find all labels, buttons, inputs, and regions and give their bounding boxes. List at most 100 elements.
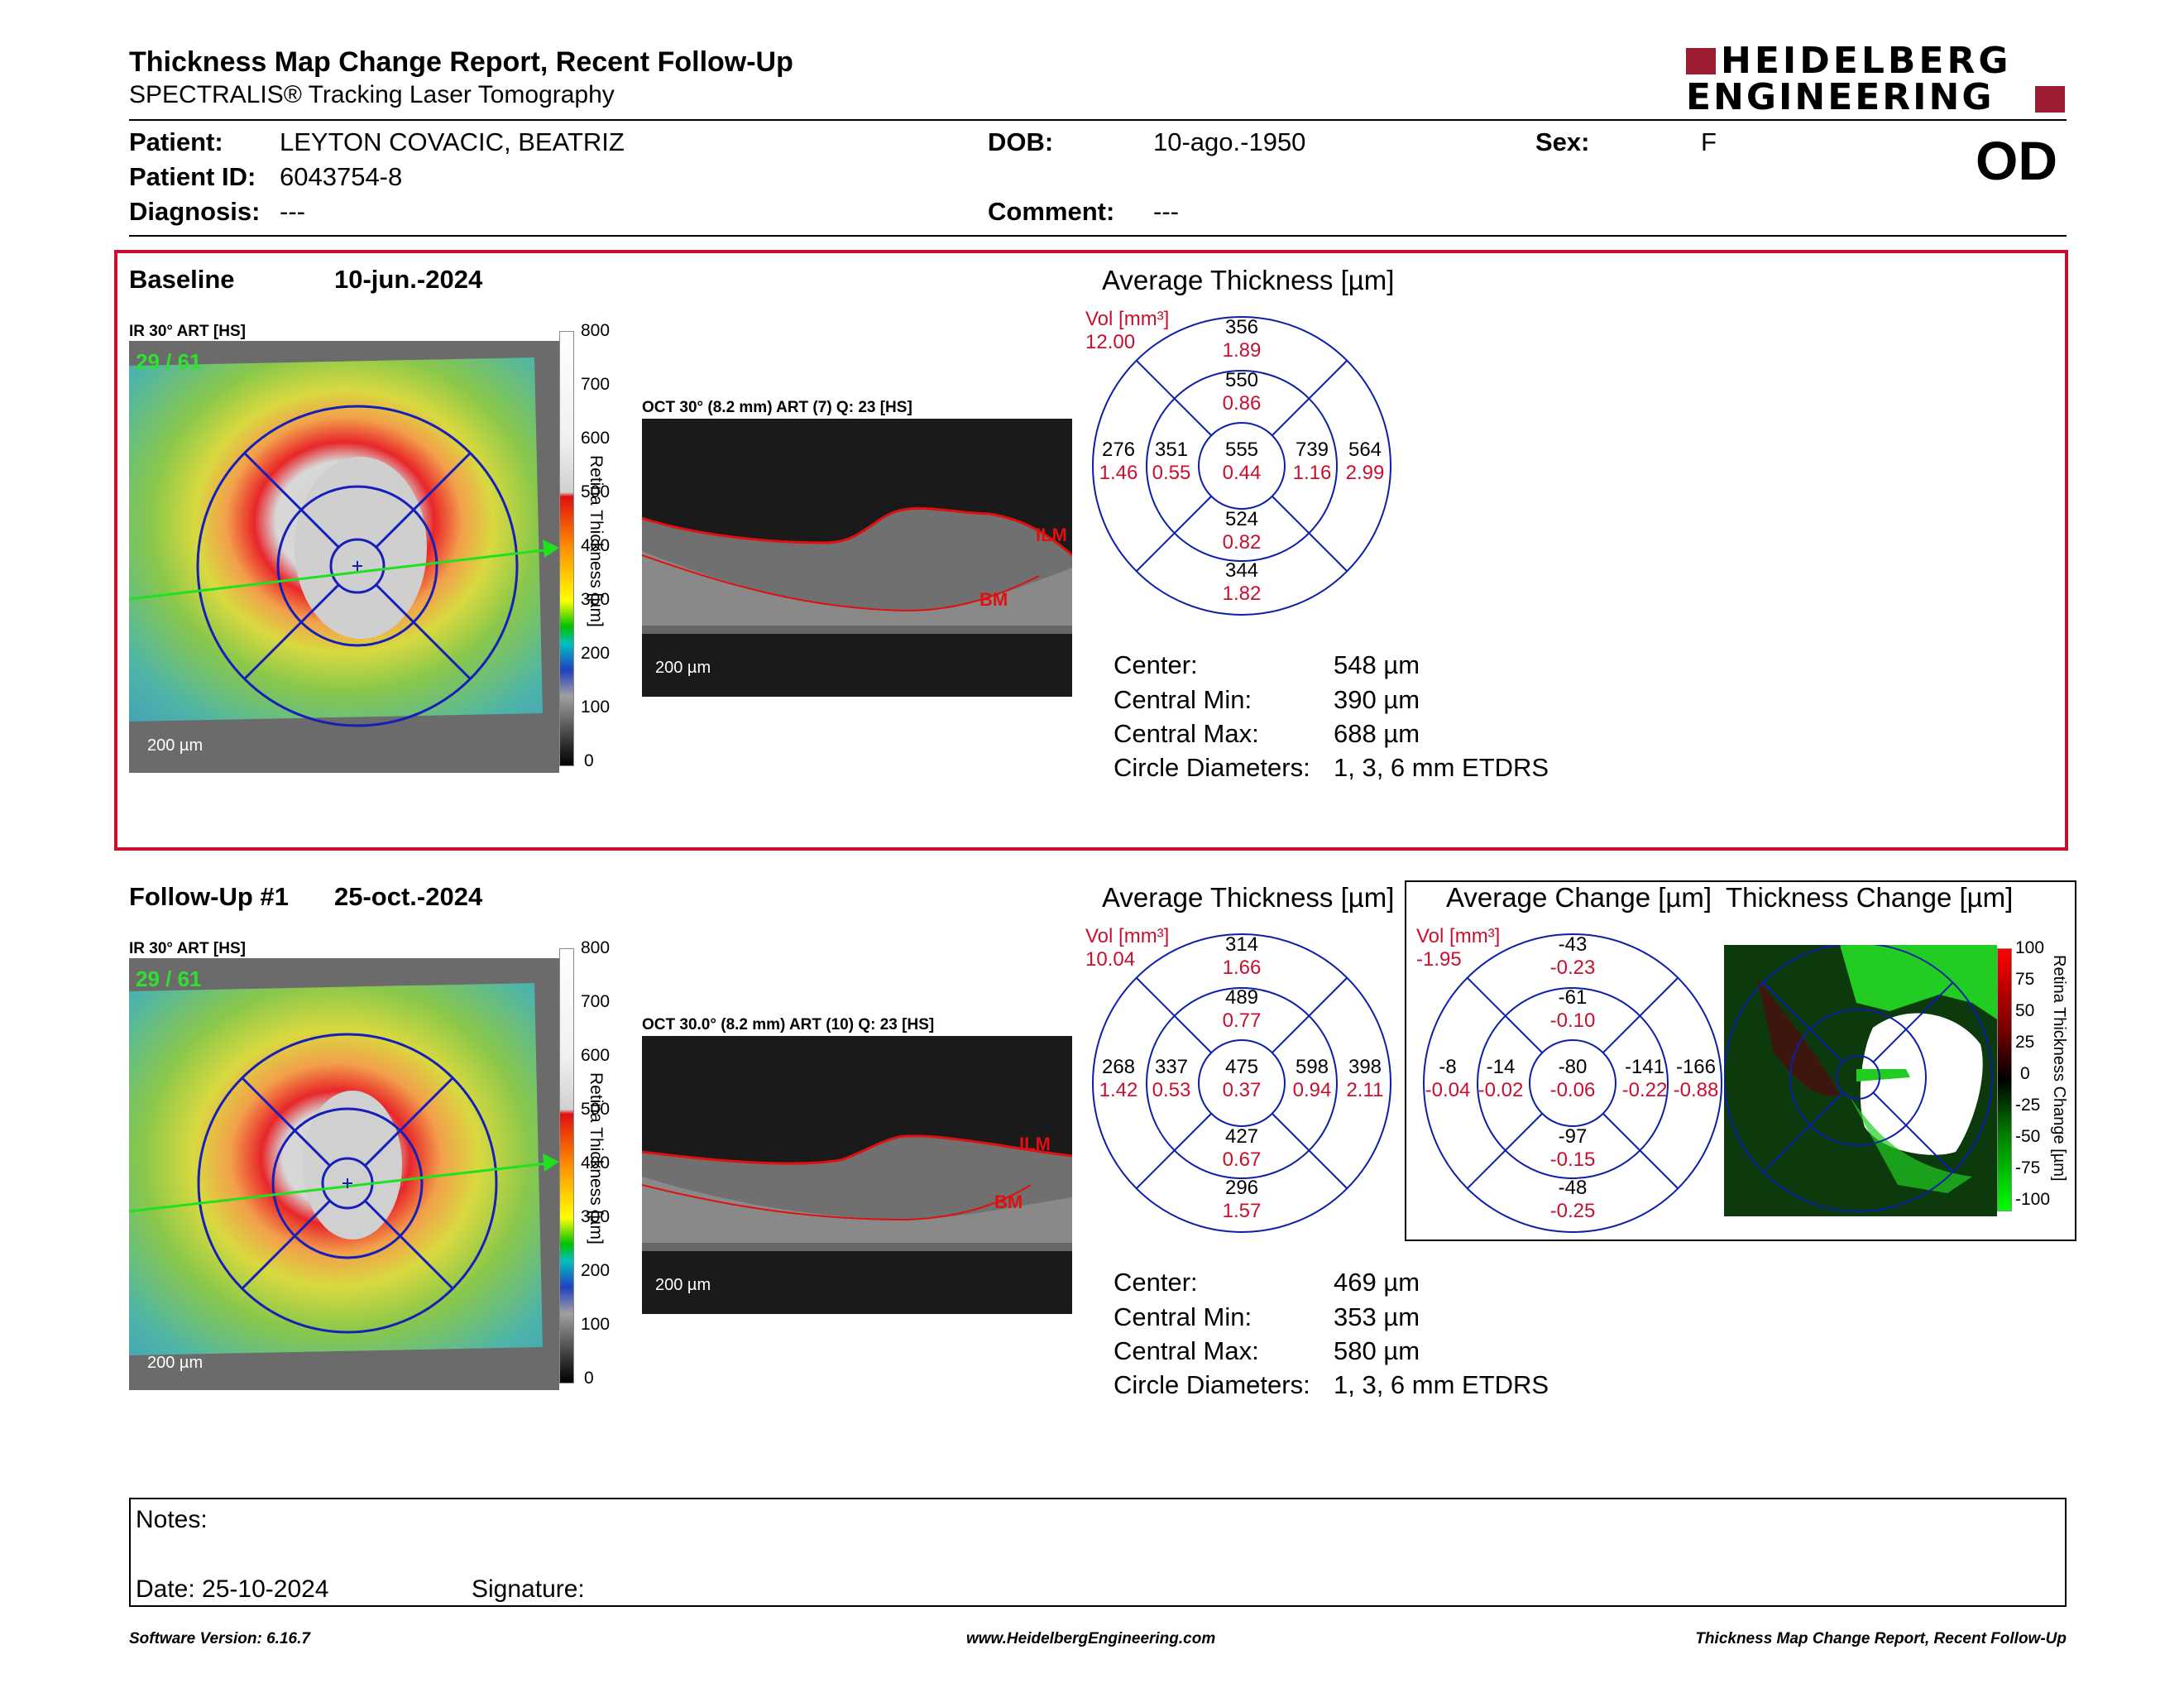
baseline-ir-scale: 200 µm bbox=[147, 736, 204, 755]
etdrs-outer-superior: 314 bbox=[1224, 933, 1259, 956]
dob-label: DOB: bbox=[988, 127, 1054, 156]
notes-box[interactable] bbox=[129, 1498, 2067, 1607]
followup-oct-label: OCT 30.0° (8.2 mm) ART (10) Q: 23 [HS] bbox=[642, 1016, 935, 1033]
etdrs-center-vol: 0.37 bbox=[1222, 1079, 1262, 1101]
dob-value: 10-ago.-1950 bbox=[1153, 127, 1306, 156]
change-vol-value: -1.95 bbox=[1416, 948, 1462, 971]
tick: 600 bbox=[581, 429, 611, 448]
tick: 200 bbox=[581, 1261, 611, 1280]
baseline-avg-thickness-title: Average Thickness [µm] bbox=[1102, 265, 1395, 295]
tick: 800 bbox=[581, 938, 611, 957]
header-divider bbox=[129, 119, 2067, 121]
etdrs-outer-inferior: -48 bbox=[1558, 1177, 1588, 1199]
baseline-date: 10-jun.-2024 bbox=[334, 265, 483, 294]
etdrs-inner-superior-vol: 0.86 bbox=[1222, 392, 1262, 415]
followup-label: Follow-Up #1 bbox=[129, 882, 289, 911]
change-vol-label: Vol [mm³] bbox=[1416, 925, 1501, 947]
etdrs-inner-temporal-vol: 0.53 bbox=[1152, 1079, 1191, 1101]
baseline-stat-min-value: 390 µm bbox=[1334, 685, 1420, 714]
tick: 700 bbox=[581, 992, 611, 1011]
baseline-label: Baseline bbox=[129, 265, 235, 294]
baseline-ir-label: IR 30° ART [HS] bbox=[129, 323, 246, 340]
etdrs-inner-inferior-vol: 0.82 bbox=[1222, 531, 1262, 554]
baseline-etdrs-values: 356 1.89 550 0.86 555 0.44 524 0.82 344 … bbox=[1090, 314, 1393, 617]
followup-colorbar-title: Retina Thickness [µm] bbox=[587, 1072, 606, 1244]
etdrs-inner-nasal-vol: 1.16 bbox=[1292, 462, 1332, 484]
etdrs-inner-superior: -61 bbox=[1558, 986, 1588, 1009]
footer-software-version: Software Version: 6.16.7 bbox=[129, 1630, 310, 1647]
etdrs-center: -80 bbox=[1558, 1056, 1588, 1078]
etdrs-inner-superior: 489 bbox=[1224, 986, 1259, 1009]
baseline-ilm-label: ILM bbox=[1036, 525, 1067, 545]
baseline-stat-min-label: Central Min: bbox=[1114, 685, 1252, 714]
baseline-frame-counter: 29 / 61 bbox=[136, 349, 202, 374]
tick: 75 bbox=[2015, 970, 2035, 989]
baseline-bm-label: BM bbox=[979, 589, 1008, 610]
tick: 25 bbox=[2015, 1033, 2035, 1052]
logo-word-2: ENGINEERING bbox=[1686, 76, 1995, 118]
baseline-colorbar-title: Retina Thickness [µm] bbox=[587, 455, 606, 627]
footer-website[interactable]: www.HeidelbergEngineering.com bbox=[966, 1630, 1216, 1647]
followup-vol-value: 10.04 bbox=[1085, 948, 1136, 971]
etdrs-inner-inferior-vol: 0.67 bbox=[1222, 1149, 1262, 1171]
baseline-highlight-box bbox=[114, 250, 2068, 851]
followup-colorbar-ticks: 800 700 600 500 400 300 200 100 0 bbox=[581, 938, 614, 1388]
etdrs-outer-nasal-vol: -0.88 bbox=[1673, 1079, 1719, 1101]
sex-value: F bbox=[1701, 127, 1717, 156]
tick: 200 bbox=[581, 644, 611, 663]
etdrs-inner-nasal: 598 bbox=[1295, 1056, 1329, 1078]
diagnosis-label: Diagnosis: bbox=[129, 197, 261, 226]
etdrs-outer-inferior-vol: 1.82 bbox=[1222, 583, 1262, 605]
signature-label: Signature: bbox=[472, 1575, 585, 1603]
baseline-stat-center-value: 548 µm bbox=[1334, 650, 1420, 679]
notes-date: Date: 25-10-2024 bbox=[136, 1575, 329, 1603]
etdrs-outer-inferior-vol: 1.57 bbox=[1222, 1200, 1262, 1222]
baseline-oct-bscan: ILM BM 200 µm bbox=[642, 419, 1072, 697]
etdrs-outer-nasal-vol: 2.99 bbox=[1345, 462, 1385, 484]
etdrs-inner-nasal: -141 bbox=[1624, 1056, 1665, 1078]
patient-divider bbox=[129, 235, 2067, 237]
followup-avg-thickness-title: Average Thickness [µm] bbox=[1102, 882, 1395, 913]
baseline-etdrs-grid bbox=[1090, 314, 1393, 617]
logo-square-icon-2 bbox=[2035, 86, 2065, 113]
baseline-vol-value: 12.00 bbox=[1085, 331, 1136, 353]
followup-oct-bscan: ILM BM 200 µm bbox=[642, 1036, 1072, 1314]
tick: 100 bbox=[581, 698, 611, 717]
followup-stat-diam-label: Circle Diameters: bbox=[1114, 1370, 1310, 1399]
tick: 400 bbox=[581, 536, 611, 555]
change-colorbar-title: Retina Thickness Change [µm] bbox=[2050, 955, 2068, 1182]
eye-label: OD bbox=[1976, 130, 2057, 191]
baseline-oct-scale: 200 µm bbox=[655, 659, 711, 677]
followup-stat-center-value: 469 µm bbox=[1334, 1268, 1420, 1297]
patient-name: LEYTON COVACIC, BEATRIZ bbox=[280, 127, 625, 156]
tick: 300 bbox=[581, 590, 611, 609]
etdrs-outer-superior: -43 bbox=[1558, 933, 1588, 956]
etdrs-outer-superior-vol: 1.89 bbox=[1222, 339, 1262, 362]
tick: -50 bbox=[2015, 1127, 2041, 1146]
baseline-vol-label: Vol [mm³] bbox=[1085, 308, 1170, 330]
followup-stat-min-value: 353 µm bbox=[1334, 1302, 1420, 1331]
baseline-stat-center-label: Center: bbox=[1114, 650, 1198, 679]
comment-value: --- bbox=[1153, 197, 1179, 226]
etdrs-inner-temporal-vol: -0.02 bbox=[1478, 1079, 1524, 1101]
etdrs-inner-inferior: 524 bbox=[1224, 508, 1259, 530]
baseline-colorbar-ticks: 800 700 600 500 400 300 200 100 0 bbox=[581, 321, 614, 770]
etdrs-inner-inferior: -97 bbox=[1558, 1125, 1588, 1148]
etdrs-outer-temporal: 276 bbox=[1101, 439, 1136, 461]
followup-oct-scale: 200 µm bbox=[655, 1276, 711, 1294]
etdrs-inner-superior: 550 bbox=[1224, 369, 1259, 391]
patient-label: Patient: bbox=[129, 127, 223, 156]
etdrs-outer-superior-vol: 1.66 bbox=[1222, 957, 1262, 979]
patient-id-label: Patient ID: bbox=[129, 162, 256, 191]
thickness-change-map bbox=[1724, 945, 1997, 1216]
tick: 50 bbox=[2015, 1001, 2035, 1020]
tick: -75 bbox=[2015, 1158, 2041, 1177]
etdrs-inner-nasal-vol: 0.94 bbox=[1292, 1079, 1332, 1101]
etdrs-outer-inferior: 296 bbox=[1224, 1177, 1259, 1199]
change-panel bbox=[1405, 880, 2076, 1241]
followup-ir-scale: 200 µm bbox=[147, 1354, 204, 1372]
change-colorbar bbox=[1997, 948, 2012, 1211]
tick: 500 bbox=[581, 1100, 611, 1119]
comment-label: Comment: bbox=[988, 197, 1115, 226]
followup-stat-center-label: Center: bbox=[1114, 1268, 1198, 1297]
